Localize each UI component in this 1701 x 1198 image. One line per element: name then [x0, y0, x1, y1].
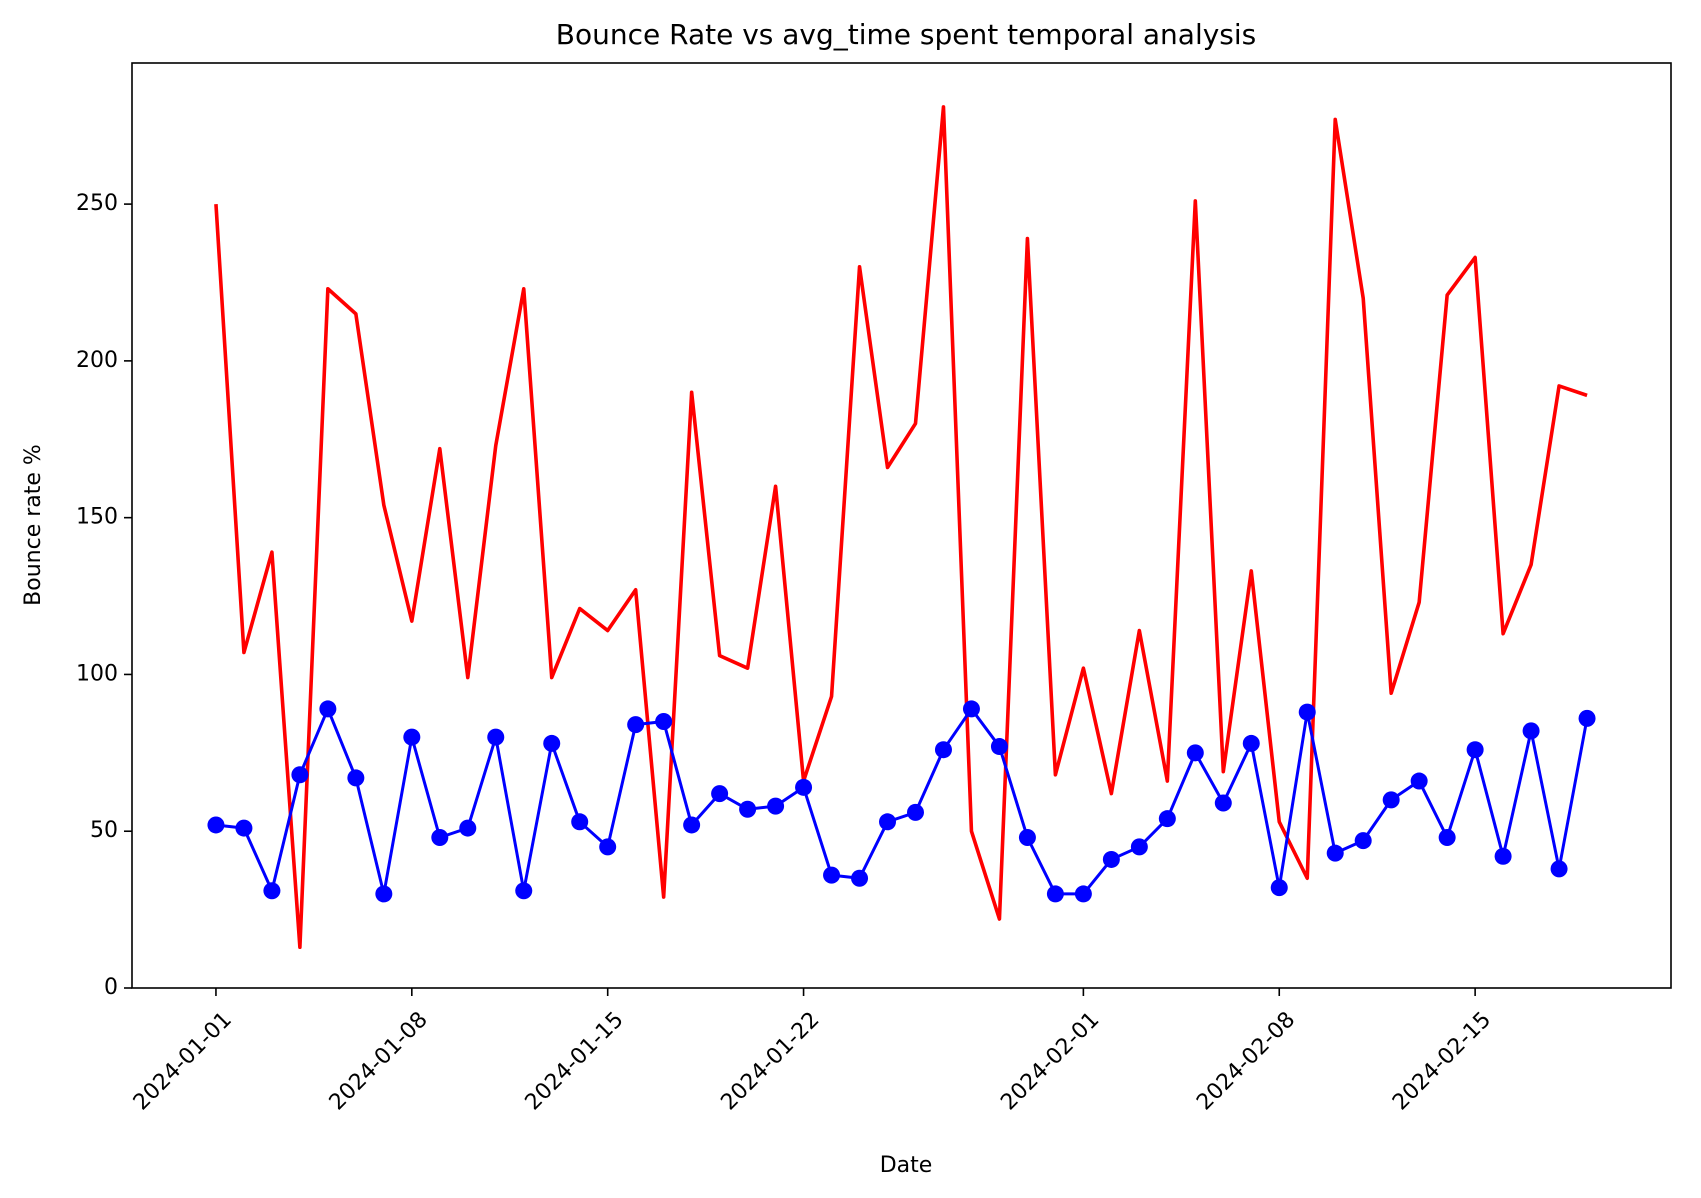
y-axis: 0 50 100 150 200 250	[76, 191, 132, 1000]
series-1-point-5	[347, 769, 365, 787]
series-1-point-47	[1522, 722, 1540, 740]
series-1-point-9	[459, 819, 477, 837]
series-1-point-23	[851, 869, 869, 887]
series-1-point-10	[487, 728, 505, 746]
series-1-point-4	[319, 700, 337, 718]
series-1-point-27	[962, 700, 980, 718]
series-1-point-19	[739, 800, 757, 818]
series-1-point-42	[1382, 791, 1400, 809]
y-tick-label-5: 250	[76, 191, 118, 216]
series-1-point-3	[291, 766, 309, 784]
y-tick-label-4: 200	[76, 348, 118, 373]
series-1-point-0	[207, 816, 225, 834]
series-1-point-31	[1074, 885, 1092, 903]
series-1-point-48	[1550, 860, 1568, 878]
series-1-point-2	[263, 882, 281, 900]
y-tick-label-1: 50	[90, 818, 118, 843]
series-1-point-12	[543, 734, 561, 752]
series-1-point-46	[1494, 847, 1512, 865]
series-1-point-40	[1326, 844, 1344, 862]
series-1-point-41	[1354, 832, 1372, 850]
series-1-point-44	[1438, 828, 1456, 846]
series-1-point-38	[1270, 879, 1288, 897]
series-1-point-16	[655, 712, 673, 730]
y-tick-label-3: 150	[76, 505, 118, 530]
series-1-point-29	[1018, 828, 1036, 846]
plot-frame	[131, 62, 1672, 989]
series-layer	[207, 105, 1596, 950]
y-tick-label-0: 0	[104, 975, 118, 1000]
y-axis-label: Bounce rate %	[21, 444, 46, 606]
x-axis-label: Date	[880, 1153, 933, 1178]
series-0	[214, 105, 1588, 950]
series-1-point-30	[1046, 885, 1064, 903]
series-1-point-34	[1158, 810, 1176, 828]
y-tick-label-2: 100	[76, 661, 118, 686]
series-1-point-6	[375, 885, 393, 903]
series-1	[207, 700, 1596, 903]
series-1-point-15	[627, 716, 645, 734]
series-1-point-33	[1130, 838, 1148, 856]
series-1-point-37	[1242, 734, 1260, 752]
series-1-point-17	[683, 816, 701, 834]
series-1-point-18	[711, 785, 729, 803]
series-1-point-35	[1186, 744, 1204, 762]
series-1-point-26	[934, 741, 952, 759]
series-1-point-32	[1102, 850, 1120, 868]
series-1-point-24	[879, 813, 897, 831]
series-1-point-20	[767, 797, 785, 815]
series-1-point-25	[906, 803, 924, 821]
series-1-point-22	[823, 866, 841, 884]
series-1-point-36	[1214, 794, 1232, 812]
chart-title: Bounce Rate vs avg_time spent temporal a…	[556, 18, 1257, 51]
series-1-point-21	[795, 778, 813, 796]
series-1-point-43	[1410, 772, 1428, 790]
series-1-point-13	[571, 813, 589, 831]
series-1-point-11	[515, 882, 533, 900]
series-1-point-8	[431, 828, 449, 846]
series-1-point-39	[1298, 703, 1316, 721]
series-1-point-49	[1578, 709, 1596, 727]
series-0-line	[214, 105, 1588, 950]
series-1-point-14	[599, 838, 617, 856]
series-1-point-45	[1466, 741, 1484, 759]
series-1-point-1	[235, 819, 253, 837]
series-1-point-28	[990, 738, 1008, 756]
series-1-point-7	[403, 728, 421, 746]
